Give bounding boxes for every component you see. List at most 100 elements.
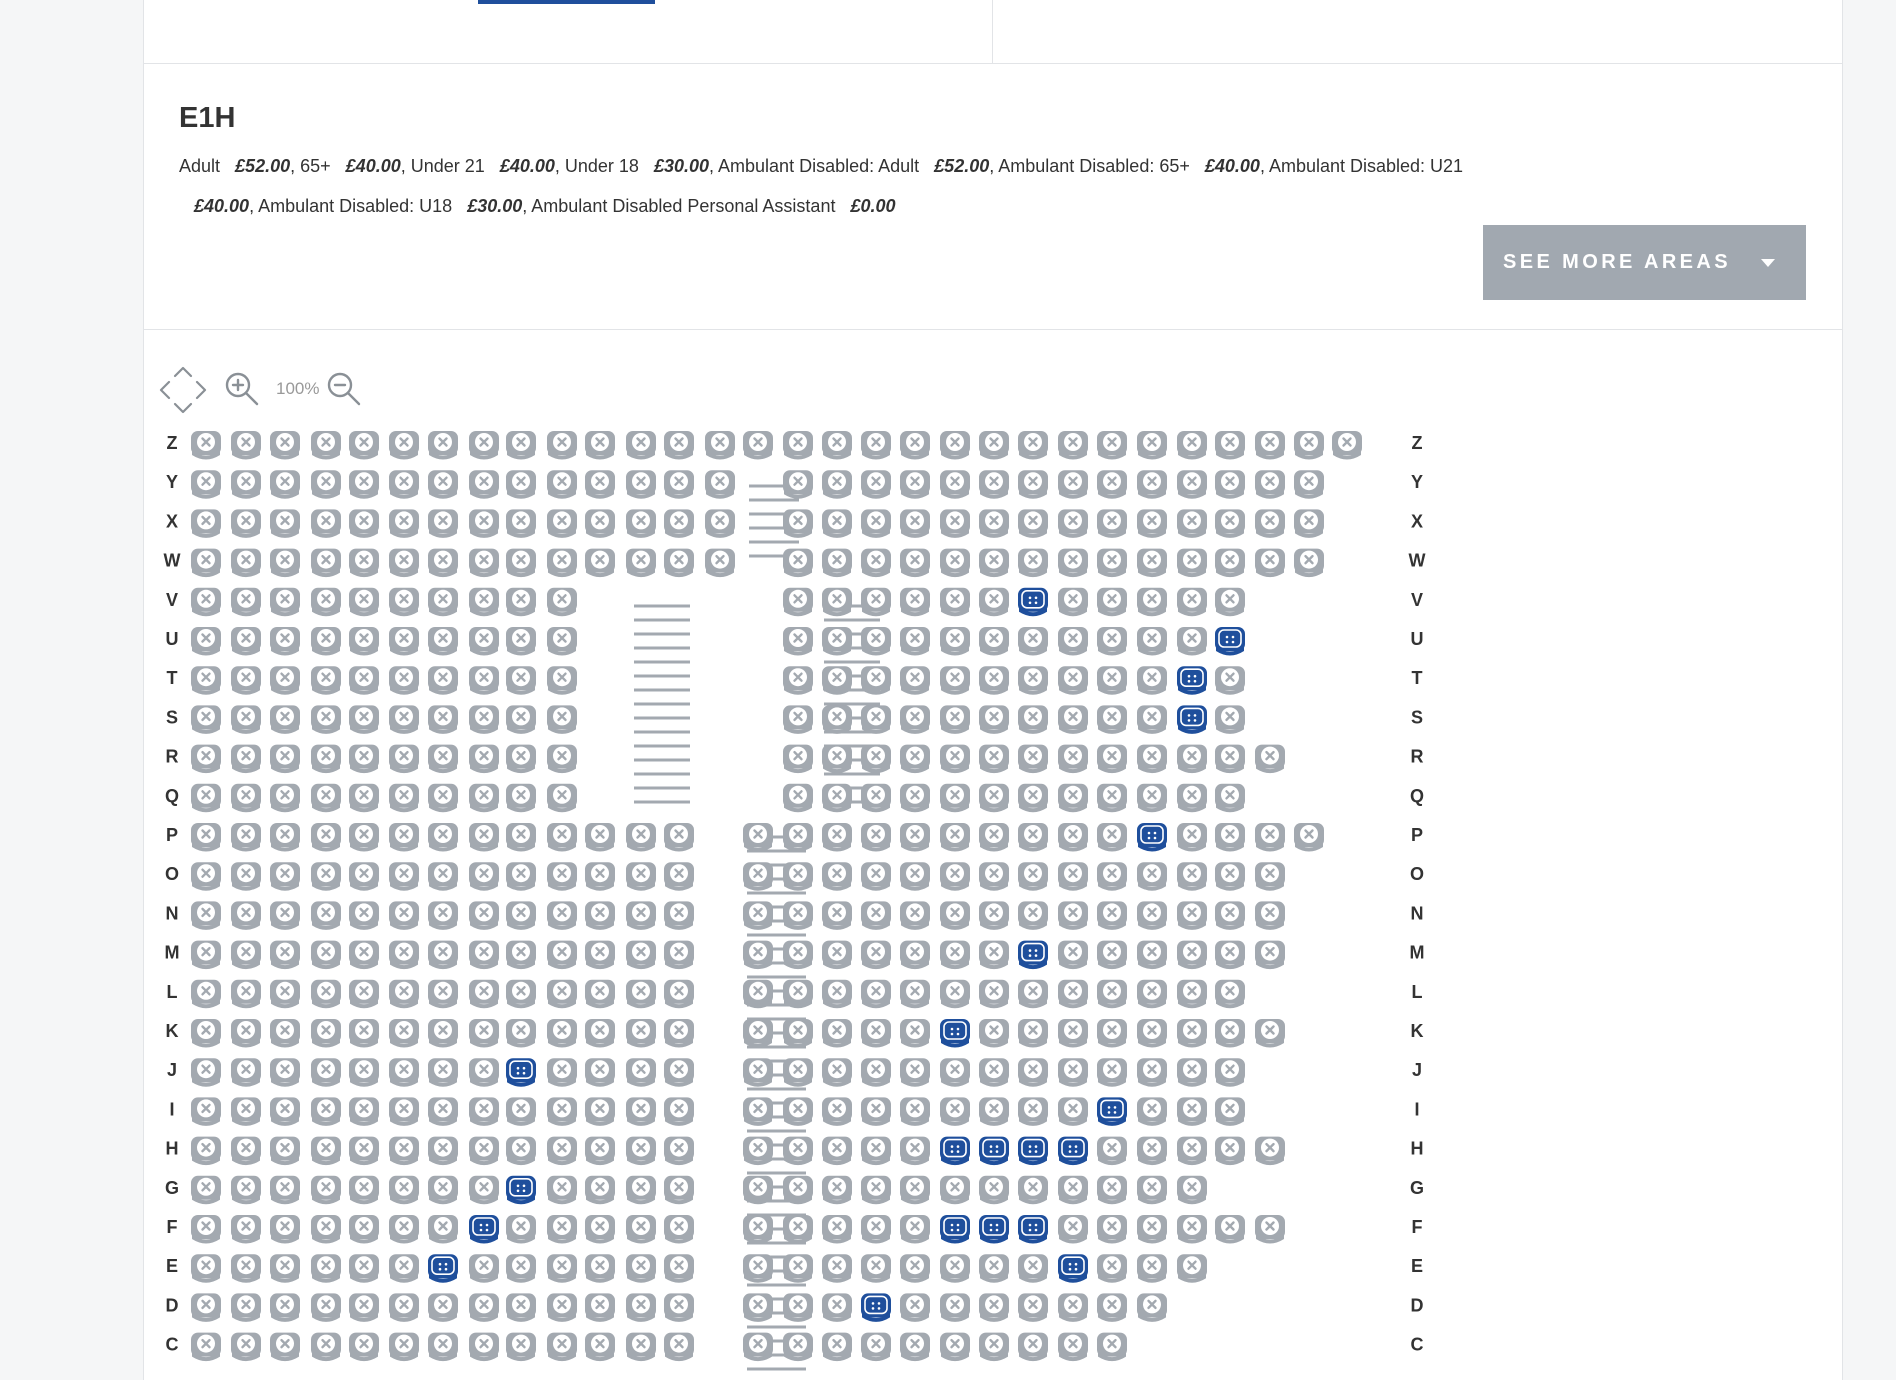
unavailable-seat[interactable] — [822, 1254, 852, 1283]
unavailable-seat[interactable] — [389, 1215, 419, 1244]
unavailable-seat[interactable] — [861, 548, 891, 578]
unavailable-seat[interactable] — [822, 783, 852, 813]
unavailable-seat[interactable] — [1215, 862, 1245, 891]
unavailable-seat[interactable] — [585, 979, 615, 1009]
unavailable-seat[interactable] — [469, 901, 499, 930]
unavailable-seat[interactable] — [1018, 1019, 1048, 1048]
unavailable-seat[interactable] — [1255, 548, 1285, 578]
unavailable-seat[interactable] — [349, 783, 379, 813]
unavailable-seat[interactable] — [585, 823, 615, 852]
unavailable-seat[interactable] — [664, 1254, 694, 1283]
unavailable-seat[interactable] — [1097, 1136, 1127, 1166]
unavailable-seat[interactable] — [311, 705, 341, 734]
unavailable-seat[interactable] — [270, 627, 300, 656]
unavailable-seat[interactable] — [547, 940, 577, 970]
unavailable-seat[interactable] — [1058, 1097, 1088, 1126]
unavailable-seat[interactable] — [349, 979, 379, 1009]
unavailable-seat[interactable] — [900, 940, 930, 970]
unavailable-seat[interactable] — [626, 901, 656, 930]
unavailable-seat[interactable] — [705, 431, 735, 460]
unavailable-seat[interactable] — [231, 548, 261, 578]
unavailable-seat[interactable] — [783, 1215, 813, 1244]
unavailable-seat[interactable] — [585, 1215, 615, 1244]
unavailable-seat[interactable] — [664, 1293, 694, 1322]
unavailable-seat[interactable] — [585, 862, 615, 891]
unavailable-seat[interactable] — [1215, 823, 1245, 852]
unavailable-seat[interactable] — [1058, 1058, 1088, 1087]
unavailable-seat[interactable] — [743, 1254, 773, 1283]
unavailable-seat[interactable] — [585, 1136, 615, 1166]
unavailable-seat[interactable] — [1097, 1254, 1127, 1283]
unavailable-seat[interactable] — [231, 1293, 261, 1322]
unavailable-seat[interactable] — [783, 979, 813, 1009]
unavailable-seat[interactable] — [783, 1058, 813, 1087]
unavailable-seat[interactable] — [349, 1332, 379, 1362]
unavailable-seat[interactable] — [506, 666, 536, 695]
unavailable-seat[interactable] — [743, 1097, 773, 1126]
unavailable-seat[interactable] — [1137, 705, 1167, 734]
unavailable-seat[interactable] — [349, 470, 379, 499]
unavailable-seat[interactable] — [822, 666, 852, 695]
unavailable-seat[interactable] — [506, 1332, 536, 1362]
unavailable-seat[interactable] — [1215, 901, 1245, 930]
unavailable-seat[interactable] — [191, 627, 221, 656]
unavailable-seat[interactable] — [900, 823, 930, 852]
unavailable-seat[interactable] — [1177, 783, 1207, 813]
unavailable-seat[interactable] — [389, 509, 419, 538]
unavailable-seat[interactable] — [1097, 901, 1127, 930]
unavailable-seat[interactable] — [743, 1293, 773, 1322]
unavailable-seat[interactable] — [547, 979, 577, 1009]
unavailable-seat[interactable] — [1097, 431, 1127, 460]
unavailable-seat[interactable] — [1332, 431, 1362, 460]
unavailable-seat[interactable] — [900, 783, 930, 813]
unavailable-seat[interactable] — [311, 783, 341, 813]
unavailable-seat[interactable] — [585, 940, 615, 970]
unavailable-seat[interactable] — [822, 705, 852, 734]
unavailable-seat[interactable] — [349, 1097, 379, 1126]
unavailable-seat[interactable] — [979, 548, 1009, 578]
unavailable-seat[interactable] — [743, 823, 773, 852]
unavailable-seat[interactable] — [389, 627, 419, 656]
unavailable-seat[interactable] — [900, 1019, 930, 1048]
unavailable-seat[interactable] — [1018, 666, 1048, 695]
unavailable-seat[interactable] — [191, 783, 221, 813]
unavailable-seat[interactable] — [822, 509, 852, 538]
unavailable-seat[interactable] — [783, 744, 813, 774]
unavailable-seat[interactable] — [1177, 431, 1207, 460]
unavailable-seat[interactable] — [664, 1175, 694, 1205]
unavailable-seat[interactable] — [191, 1293, 221, 1322]
unavailable-seat[interactable] — [626, 1097, 656, 1126]
unavailable-seat[interactable] — [1058, 1019, 1088, 1048]
unavailable-seat[interactable] — [469, 1058, 499, 1087]
available-seat[interactable] — [1018, 1215, 1048, 1244]
unavailable-seat[interactable] — [940, 1293, 970, 1322]
unavailable-seat[interactable] — [389, 1293, 419, 1322]
unavailable-seat[interactable] — [506, 431, 536, 460]
unavailable-seat[interactable] — [626, 940, 656, 970]
unavailable-seat[interactable] — [1058, 1332, 1088, 1362]
unavailable-seat[interactable] — [389, 1254, 419, 1283]
unavailable-seat[interactable] — [626, 1019, 656, 1048]
unavailable-seat[interactable] — [979, 587, 1009, 617]
unavailable-seat[interactable] — [270, 1215, 300, 1244]
unavailable-seat[interactable] — [231, 587, 261, 617]
unavailable-seat[interactable] — [231, 823, 261, 852]
unavailable-seat[interactable] — [783, 783, 813, 813]
unavailable-seat[interactable] — [1137, 901, 1167, 930]
unavailable-seat[interactable] — [469, 862, 499, 891]
unavailable-seat[interactable] — [428, 940, 458, 970]
unavailable-seat[interactable] — [900, 587, 930, 617]
unavailable-seat[interactable] — [191, 705, 221, 734]
unavailable-seat[interactable] — [940, 627, 970, 656]
unavailable-seat[interactable] — [1177, 979, 1207, 1009]
unavailable-seat[interactable] — [389, 1136, 419, 1166]
unavailable-seat[interactable] — [231, 1058, 261, 1087]
unavailable-seat[interactable] — [1058, 901, 1088, 930]
unavailable-seat[interactable] — [311, 627, 341, 656]
unavailable-seat[interactable] — [979, 1293, 1009, 1322]
unavailable-seat[interactable] — [900, 1136, 930, 1166]
unavailable-seat[interactable] — [270, 901, 300, 930]
unavailable-seat[interactable] — [1137, 1019, 1167, 1048]
unavailable-seat[interactable] — [626, 1058, 656, 1087]
unavailable-seat[interactable] — [783, 1097, 813, 1126]
